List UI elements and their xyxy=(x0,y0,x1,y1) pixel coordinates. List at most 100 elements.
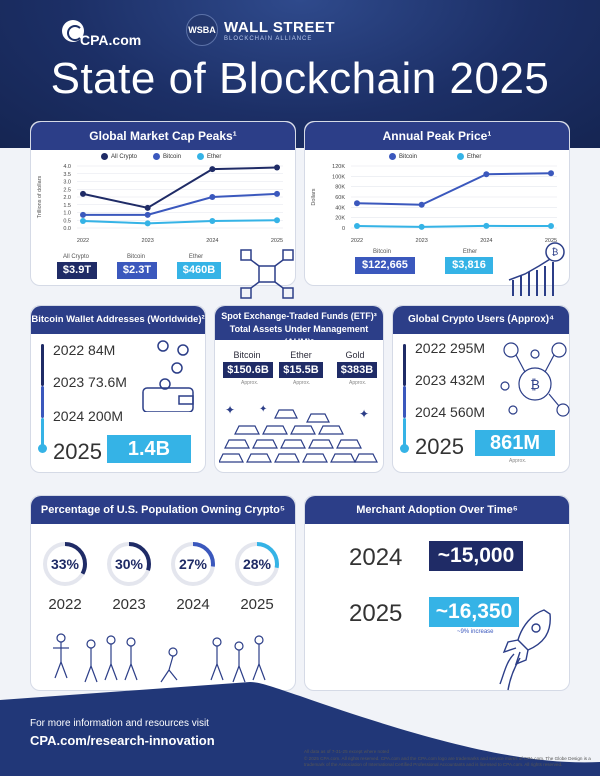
global-users-network-icon: ₿ xyxy=(500,342,570,417)
wsba-logo[interactable]: WSBA WALL STREET BLOCKCHAIN ALLIANCE xyxy=(186,14,335,46)
timeline-bar xyxy=(403,386,406,418)
etf-card: Spot Exchange-Traded Funds (ETF)³ Total … xyxy=(214,305,384,473)
crypto-users-card: Global Crypto Users (Approx)⁴ 2022 295M … xyxy=(392,305,570,473)
data-point xyxy=(209,166,216,173)
etf-label-ether: Ether xyxy=(290,350,312,360)
legend-ether: Ether xyxy=(197,153,221,160)
data-point xyxy=(274,217,280,224)
etf-label-bitcoin: Bitcoin xyxy=(233,350,261,360)
market-cap-legend: All Crypto Bitcoin Ether xyxy=(101,153,221,160)
ring-graphic xyxy=(43,542,87,586)
data-point xyxy=(80,211,86,218)
market-cap-title: Global Market Cap Peaks¹ xyxy=(31,122,295,150)
wallet-row-2024: 2024 200M xyxy=(53,408,124,424)
market-cap-chart: Trillions of dollars0.00.51.01.52.02.53.… xyxy=(37,164,283,244)
peak-price-legend: Bitcoin Ether xyxy=(389,153,481,160)
chip-label-ether: Ether xyxy=(188,254,204,260)
ownership-year: 2024 xyxy=(176,596,210,613)
users-row-2024: 2024 560M xyxy=(415,404,486,420)
peak-price-title: Annual Peak Price¹ xyxy=(305,122,569,150)
page-title: State of Blockchain 2025 xyxy=(50,54,550,103)
data-point xyxy=(274,164,280,171)
y-tick-label: 40K xyxy=(335,205,345,211)
peak-price-chart: Dollars 0 20K 40K 60K 80K 100K 120K 2022 2023 2024… xyxy=(311,164,557,244)
bitcoin-price-value: $122,665 xyxy=(355,257,415,274)
all-crypto-cap-value: $3.9T xyxy=(57,262,97,279)
merchant-title: Merchant Adoption Over Time⁶ xyxy=(305,496,569,524)
etf-gold-value: $383B xyxy=(337,362,377,378)
y-tick-label: 2.5 xyxy=(63,187,71,193)
legend-bitcoin: Bitcoin xyxy=(153,153,181,160)
chip-label-ether: Ether xyxy=(462,249,478,255)
wallet-addresses-title: Bitcoin Wallet Addresses (Worldwide)² xyxy=(31,306,205,334)
etf-bitcoin-value: $150.6B xyxy=(223,362,273,378)
data-point xyxy=(209,194,216,200)
ownership-ring: 27% xyxy=(169,540,217,588)
legend-dot-icon xyxy=(389,153,396,160)
etf-label-gold: Gold xyxy=(345,350,365,360)
ownership-card: Percentage of U.S. Population Owning Cry… xyxy=(30,495,296,691)
y-tick-label: 1.0 xyxy=(63,211,71,217)
ring-graphic xyxy=(171,542,215,586)
rocket-icon xyxy=(499,609,551,691)
legend-dot-icon xyxy=(197,153,205,160)
svg-text:₿: ₿ xyxy=(530,378,540,393)
merchant-value-2024: ~15,000 xyxy=(429,541,523,571)
wallet-addresses-card: Bitcoin Wallet Addresses (Worldwide)² 20… xyxy=(30,305,206,473)
y-tick-label: 3.0 xyxy=(63,180,71,186)
series-line xyxy=(356,172,552,206)
y-tick-label: 60K xyxy=(335,195,345,201)
x-tick-label: 2025 xyxy=(545,238,557,244)
y-tick-label: 1.5 xyxy=(63,203,71,209)
x-tick-label: 2023 xyxy=(416,238,428,244)
svg-text:✦: ✦ xyxy=(225,403,235,417)
merchant-year-2024: 2024 xyxy=(349,544,403,571)
bitcoin-cap-value: $2.3T xyxy=(117,262,157,279)
etf-ether-note: Approx. xyxy=(293,380,311,386)
data-point xyxy=(144,220,151,227)
etf-title: Spot Exchange-Traded Funds (ETF)³ Total … xyxy=(215,306,383,347)
users-row-2023: 2023 432M xyxy=(415,372,486,388)
wallet-final-value: 1.4B xyxy=(107,435,191,463)
ring-graphic xyxy=(235,542,279,586)
etf-title-line2: Total Assets Under Management (AUM)³ xyxy=(229,324,369,347)
data-point xyxy=(144,204,151,211)
y-tick-label: 0.5 xyxy=(63,218,71,224)
merchant-card: Merchant Adoption Over Time⁶ 2024 ~15,00… xyxy=(304,495,570,691)
market-cap-card: Global Market Cap Peaks¹ All Crypto Bitc… xyxy=(30,121,296,299)
wallet-final-year: 2025 xyxy=(53,439,102,464)
x-tick-label: 2023 xyxy=(142,238,154,244)
y-tick-label: 20K xyxy=(335,216,345,222)
data-point xyxy=(354,200,360,207)
ownership-ring: 28% xyxy=(233,540,281,588)
ownership-ring: 30% xyxy=(105,540,153,588)
data-point xyxy=(144,211,151,218)
cpa-logo-text: CPA.com xyxy=(80,32,142,48)
data-point xyxy=(354,223,360,230)
x-tick-label: 2025 xyxy=(271,238,283,244)
cpa-logo[interactable]: CPA.com xyxy=(62,14,141,48)
ownership-percent: 28% xyxy=(242,556,272,572)
data-point xyxy=(80,190,86,197)
x-tick-label: 2022 xyxy=(351,238,363,244)
growth-chart-icon: ₿ xyxy=(508,242,565,296)
footer-link[interactable]: CPA.com/research-innovation xyxy=(30,733,215,748)
people-group-icon xyxy=(53,633,266,683)
timeline-end-dot xyxy=(38,444,47,453)
y-tick-label: 80K xyxy=(335,185,345,191)
y-tick-label: 100K xyxy=(332,174,345,180)
data-point xyxy=(418,223,425,230)
ownership-percent: 33% xyxy=(50,556,80,572)
series-line xyxy=(82,166,278,209)
legend-dot-icon xyxy=(457,153,465,160)
users-final-year: 2025 xyxy=(415,434,464,459)
data-point xyxy=(548,170,554,177)
footer-note-date: All data as of 7-31-25 except where note… xyxy=(304,749,390,754)
ownership-year: 2025 xyxy=(240,596,274,613)
y-tick-label: 3.5 xyxy=(63,172,71,178)
data-point xyxy=(418,201,425,208)
footer-wave xyxy=(0,682,600,776)
ownership-title: Percentage of U.S. Population Owning Cry… xyxy=(31,496,295,524)
merchant-note: ~9% increase xyxy=(457,629,494,635)
y-tick-label: 0 xyxy=(342,226,345,232)
